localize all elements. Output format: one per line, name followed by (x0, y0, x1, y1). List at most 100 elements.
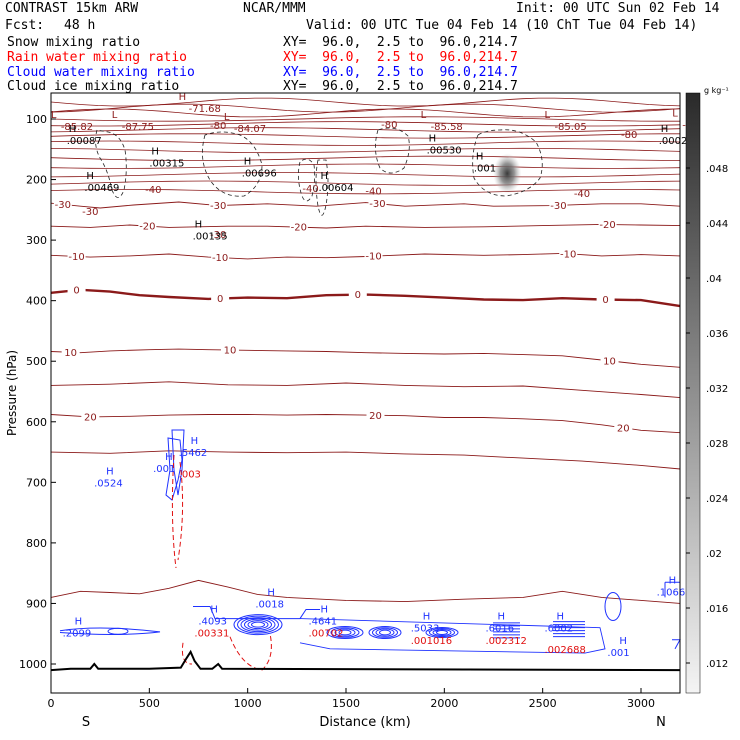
x-end-left: S (82, 715, 90, 730)
isotherm-label: -40 (574, 189, 590, 200)
y-tick-label: 200 (26, 174, 47, 187)
snow-contour (298, 158, 316, 202)
rain-contour (181, 642, 193, 665)
extremum-value: -71.68 (189, 104, 221, 115)
isotherm-label-bg (138, 221, 157, 232)
cloud-water-max-value: .2099 (63, 629, 92, 640)
isotherm--30 (50, 201, 681, 209)
rain-max-value: .002312 (485, 636, 526, 647)
y-tick-label: 600 (26, 416, 47, 429)
colorbar-unit: g kg⁻¹ (704, 86, 729, 95)
upper-isotherm-line (50, 172, 681, 178)
isotherm-label-bg (596, 294, 615, 305)
cloud-water-max-value: .0018 (255, 599, 284, 610)
isotherm-label-bg (600, 355, 619, 366)
isotherm-label-bg (67, 251, 86, 262)
cloud-water-contour (240, 617, 276, 633)
snow-max-value: .00315 (149, 159, 184, 170)
isotherm-label: -10 (365, 252, 381, 263)
snow-max-marker: H (429, 133, 437, 144)
isotherm-line (50, 381, 681, 399)
x-tick-label: 3000 (627, 697, 655, 710)
rain-max-value: .00331 (194, 629, 229, 640)
extremum-marker: L (672, 108, 678, 119)
isotherm-line (50, 579, 681, 604)
snow-max-marker: H (151, 147, 159, 158)
isotherm-10 (50, 348, 681, 368)
cloud-water-max-value: .0524 (94, 478, 123, 489)
field-name-cloud-water: Cloud water mixing ratio (7, 65, 195, 80)
y-tick-label: 400 (26, 295, 47, 308)
snow-max-marker: H (476, 151, 484, 162)
cloud-water-max-marker: H (619, 636, 627, 647)
extremum-value: -87.75 (122, 122, 154, 133)
cloud-water-max-marker: H (165, 452, 173, 463)
cloud-water-max-marker: H (497, 612, 505, 623)
cloud-water-max-marker: H (320, 604, 328, 615)
y-tick-label: 300 (26, 234, 47, 247)
cloud-water-contour (330, 627, 360, 638)
cloud-water-contour (379, 629, 391, 636)
colorbar-tick-label: .016 (706, 604, 728, 615)
colorbar-tick-label: .04 (706, 274, 722, 285)
upper-isotherm-line (50, 180, 681, 186)
y-tick-label: 500 (26, 355, 47, 368)
upper-isotherm-line (50, 155, 681, 161)
isotherm-label: -40 (302, 184, 318, 195)
isotherm-label: -40 (365, 186, 381, 197)
cloud-water-max-marker: H (75, 617, 83, 628)
colorbar-tick-label: .044 (706, 219, 728, 230)
isotherm-label: -80 (621, 130, 637, 141)
colorbar-tick-label: .012 (706, 659, 728, 670)
cloud-water-contour (664, 581, 680, 598)
snow-max-value: .00027 (659, 136, 694, 147)
plot-frame (50, 92, 681, 694)
isotherm-0 (50, 288, 681, 308)
x-tick-label: 2000 (430, 697, 458, 710)
isotherm-label: -30 (210, 230, 226, 241)
snow-max-marker: H (661, 124, 669, 135)
terrain-line (50, 649, 681, 672)
x-end-right: N (656, 715, 666, 730)
cloud-water-max-value: .1066 (657, 587, 686, 598)
isotherm-label: -80 (210, 121, 226, 132)
isotherm--10 (50, 252, 681, 260)
isotherm-label: 0 (73, 286, 79, 297)
cloud-water-max-value: .001 (607, 648, 629, 659)
isotherm-label-bg (211, 293, 230, 304)
cloud-water-contour (429, 628, 455, 638)
cloud-water-max-marker: H (267, 587, 275, 598)
colorbar-tick-label: .024 (706, 494, 728, 505)
snow-max-marker: H (195, 219, 203, 230)
upper-isotherm-line (50, 121, 681, 127)
upper-isotherm-line (50, 147, 681, 154)
cloud-water-contour (247, 620, 269, 630)
field-name-cloud-ice: Cloud ice mixing ratio (7, 79, 180, 94)
isotherm-label: 10 (64, 348, 77, 359)
cloud-water-contour (334, 628, 356, 637)
cloud-water-max-marker: H (556, 612, 564, 623)
upper-isotherm-line (50, 140, 681, 146)
cloud-water-contour (338, 629, 352, 636)
colorbar-tick-label: .028 (706, 439, 728, 450)
isotherm-label: 0 (602, 295, 608, 306)
y-tick-label: 800 (26, 537, 47, 550)
snow-max-value: .00604 (318, 183, 353, 194)
isotherm-label: -30 (55, 200, 71, 211)
snow-max-value: .00696 (242, 168, 277, 179)
rain-contour (229, 633, 272, 671)
upper-isotherm-line (50, 133, 681, 139)
isotherm-label: 20 (617, 423, 630, 434)
isotherm-label: -40 (145, 185, 161, 196)
snow-max-value: .00530 (427, 145, 462, 156)
extremum-marker: L (544, 110, 550, 121)
extremum-value: -85.58 (431, 122, 463, 133)
isotherm-label-bg (209, 200, 228, 211)
cloud-water-contour (59, 627, 161, 635)
extremum-marker: L (112, 110, 118, 121)
snow-contour (315, 159, 329, 216)
cloud-ice-max-shading (493, 153, 522, 194)
colorbar (685, 92, 701, 694)
cloud-water-max-marker: H (106, 466, 114, 477)
